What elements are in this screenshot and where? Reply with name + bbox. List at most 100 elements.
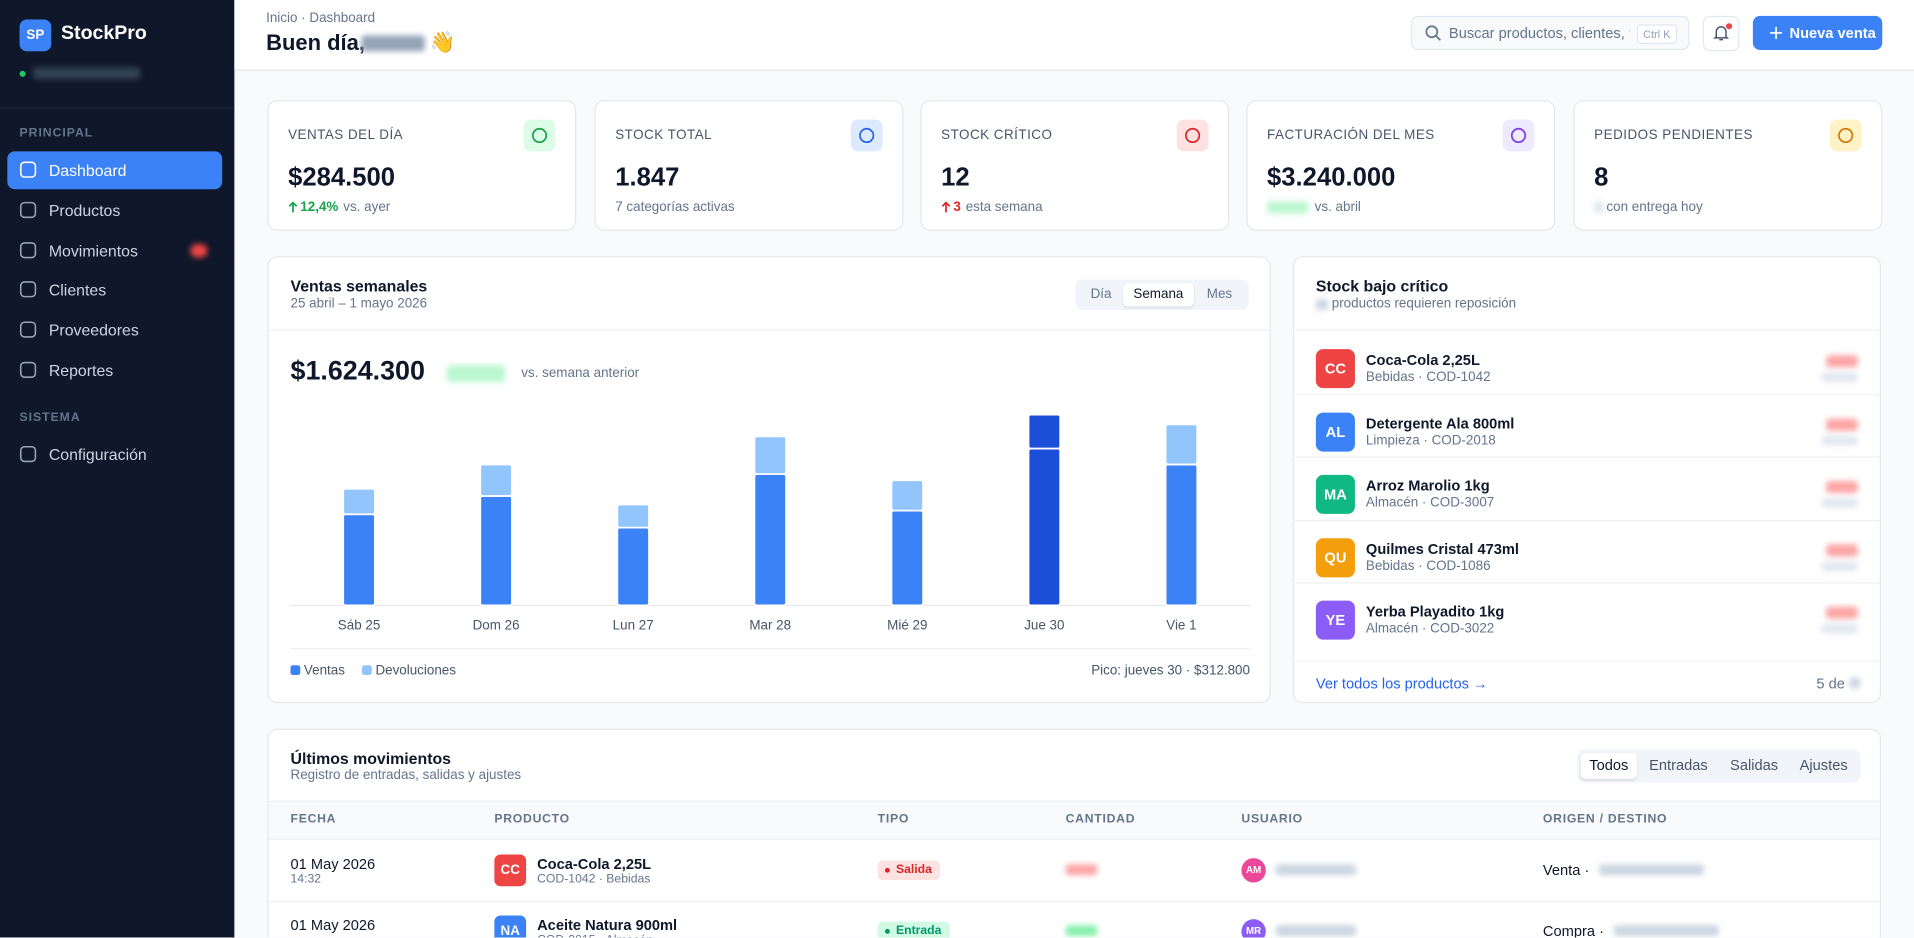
x-tick-label: Jue 30 <box>1024 618 1064 633</box>
blurred-text <box>1821 623 1858 634</box>
bar-segment <box>479 495 513 607</box>
nav-label: Dashboard <box>48 161 127 180</box>
nav-icon <box>19 445 37 462</box>
bar-segment <box>753 473 788 607</box>
period-tab[interactable]: Día <box>1090 286 1112 302</box>
kpi-delta: 12,4% <box>300 200 339 215</box>
product-avatar: YE <box>1315 600 1355 640</box>
nav-item[interactable]: Reportes <box>7 352 222 390</box>
x-tick-label: Mar 28 <box>749 618 791 633</box>
brand: StockPro <box>61 23 147 44</box>
nav-label: Productos <box>48 201 121 220</box>
kpi-icon <box>850 119 883 152</box>
type-pill: Salida <box>877 860 941 881</box>
movements-card: Últimos movimientos Registro de entradas… <box>267 728 1882 938</box>
nav-item[interactable]: Configuración <box>7 436 222 474</box>
product-meta: Almacén · COD-3022 <box>1365 621 1495 636</box>
divider <box>0 107 235 109</box>
kpi-value: 12 <box>941 163 970 192</box>
nav-item[interactable]: Clientes <box>7 271 222 309</box>
x-tick-label: Lun 27 <box>613 618 654 633</box>
product-meta: Bebidas · COD-1086 <box>1365 558 1491 574</box>
blurred-text <box>1065 864 1098 876</box>
product-name: Quilmes Cristal 473ml <box>1365 540 1519 558</box>
nav-label: Proveedores <box>48 321 139 340</box>
kpi-label: STOCK TOTAL <box>615 128 713 143</box>
kpi-label: FACTURACIÓN DEL MES <box>1267 128 1435 143</box>
arrow-icon <box>941 201 951 213</box>
movement-tab[interactable]: Salidas <box>1730 756 1779 774</box>
bell-button[interactable] <box>1702 15 1740 52</box>
product-avatar: CC <box>1315 349 1355 389</box>
cell-meta: COD-2015 · Almacén <box>537 934 653 938</box>
bell-icon <box>1713 26 1730 41</box>
product-avatar: CC <box>494 854 527 887</box>
kpi-label: PEDIDOS PENDIENTES <box>1594 128 1753 143</box>
legend-swatch <box>362 665 372 676</box>
movement-tab[interactable]: Ajustes <box>1799 756 1848 774</box>
nav-item[interactable]: Proveedores <box>7 311 222 349</box>
movements-title: Últimos movimientos <box>290 749 451 768</box>
new-sale-label: Nueva venta <box>1789 24 1876 42</box>
stock-count: 5 de <box>1816 675 1845 693</box>
bell-dot <box>1726 23 1733 30</box>
blurred-text <box>1599 864 1705 876</box>
product-avatar: AL <box>1315 411 1355 452</box>
icon-shape <box>19 445 37 462</box>
kpi-icon <box>1502 119 1535 152</box>
view-all-link[interactable]: Ver todos los productos → <box>1315 675 1488 693</box>
type-dot <box>884 928 890 934</box>
nav-item[interactable]: Movimientos <box>7 231 222 269</box>
plus-icon <box>1769 26 1783 40</box>
chart: Sáb 25 Dom 26 Lun 27 Mar 28 Mié 29 Jue 30 Vie … <box>290 413 1250 677</box>
cell-time: 14:32 <box>290 872 322 887</box>
peak-note: Pico: jueves 30 · $312.800 <box>1091 662 1250 677</box>
nav-icon <box>19 321 37 338</box>
period-tabs: Día Semana Mes <box>1075 279 1249 311</box>
blurred-count <box>1315 299 1329 311</box>
divider <box>1293 456 1880 458</box>
type-dot <box>884 867 890 873</box>
blurred-text <box>1826 418 1858 431</box>
stock-card: Stock bajo crítico productos requieren r… <box>1292 256 1882 704</box>
kpi-label: STOCK CRÍTICO <box>941 128 1053 143</box>
new-sale-button[interactable]: Nueva venta <box>1752 15 1883 51</box>
blurred-text <box>1826 480 1858 494</box>
nav-icon <box>19 161 37 178</box>
divider <box>1293 660 1880 662</box>
kpi-value: $284.500 <box>288 163 395 192</box>
arrow <box>288 201 298 213</box>
movement-tab[interactable]: Entradas <box>1649 756 1708 774</box>
kpi-note: con entrega hoy <box>1606 200 1703 215</box>
movement-tab[interactable]: Todos <box>1580 753 1637 779</box>
kpi-card: FACTURACIÓN DEL MES $3.240.000 vs. abril <box>1246 100 1556 231</box>
type-pill: Entrada <box>877 921 950 938</box>
kpi-icon <box>1829 119 1862 152</box>
nav-item[interactable]: Dashboard <box>7 151 223 190</box>
kpi-note: vs. ayer <box>343 200 391 215</box>
blurred-text <box>1821 560 1858 571</box>
search-box[interactable]: Buscar productos, clientes, fa Ctrl K <box>1411 15 1690 51</box>
divider <box>268 329 1270 331</box>
blurred-text <box>1275 864 1357 876</box>
blurred-text <box>190 243 208 258</box>
icon-shape <box>1510 127 1527 144</box>
period-tab[interactable]: Mes <box>1206 286 1233 302</box>
cell-origin: Venta · <box>1542 861 1590 879</box>
icon <box>531 127 548 144</box>
kpi-note: vs. abril <box>1314 200 1361 215</box>
blurred-text <box>1065 925 1098 937</box>
bar-segment <box>616 526 650 607</box>
blurred-text <box>1821 498 1858 508</box>
product-name: Yerba Playadito 1kg <box>1365 603 1505 621</box>
kpi-value: 8 <box>1594 163 1609 192</box>
icon-shape <box>859 127 875 144</box>
nav-item[interactable]: Productos <box>7 191 222 229</box>
bar-segment <box>890 479 925 512</box>
period-tab[interactable]: Semana <box>1123 283 1194 307</box>
divider <box>1293 329 1880 331</box>
logo-badge: SP <box>19 19 52 52</box>
greeting: Buen día, <box>266 30 365 55</box>
divider <box>1293 393 1880 395</box>
